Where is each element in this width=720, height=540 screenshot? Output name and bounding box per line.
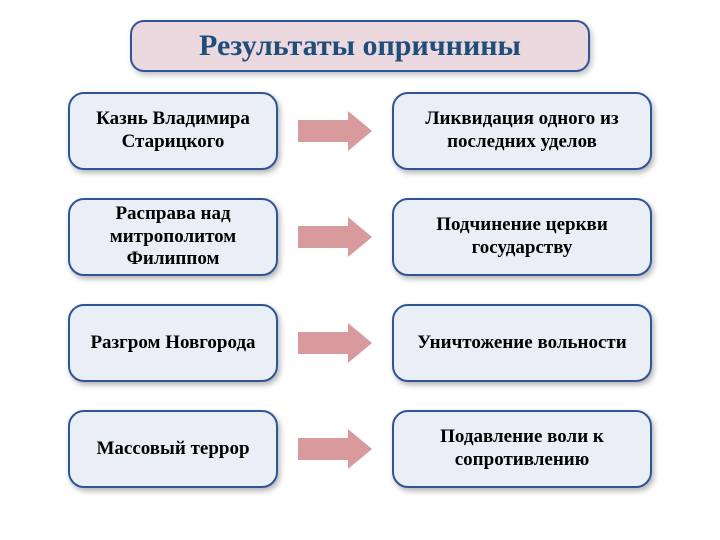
arrow-icon — [298, 429, 372, 469]
effect-box: Подчинение церкви государству — [392, 198, 652, 276]
diagram-title: Результаты опричнины — [130, 20, 590, 72]
diagram-row: Разгром Новгорода Уничтожение вольности — [40, 304, 680, 382]
arrow-icon — [298, 217, 372, 257]
rows-container: Казнь Владимира Старицкого Ликвидация одн… — [0, 92, 720, 488]
cause-box: Разгром Новгорода — [68, 304, 278, 382]
cause-box: Массовый террор — [68, 410, 278, 488]
diagram-row: Казнь Владимира Старицкого Ликвидация одн… — [40, 92, 680, 170]
arrow-icon — [298, 111, 372, 151]
effect-box: Уничтожение вольности — [392, 304, 652, 382]
cause-box: Расправа над митрополитом Филиппом — [68, 198, 278, 276]
effect-box: Подавление воли к сопротивлению — [392, 410, 652, 488]
diagram-canvas: Результаты опричнины Казнь Владимира Ста… — [0, 0, 720, 540]
arrow-icon — [298, 323, 372, 363]
effect-box: Ликвидация одного из последних уделов — [392, 92, 652, 170]
diagram-row: Массовый террор Подавление воли к сопроти… — [40, 410, 680, 488]
cause-box: Казнь Владимира Старицкого — [68, 92, 278, 170]
diagram-row: Расправа над митрополитом Филиппом Подчин… — [40, 198, 680, 276]
